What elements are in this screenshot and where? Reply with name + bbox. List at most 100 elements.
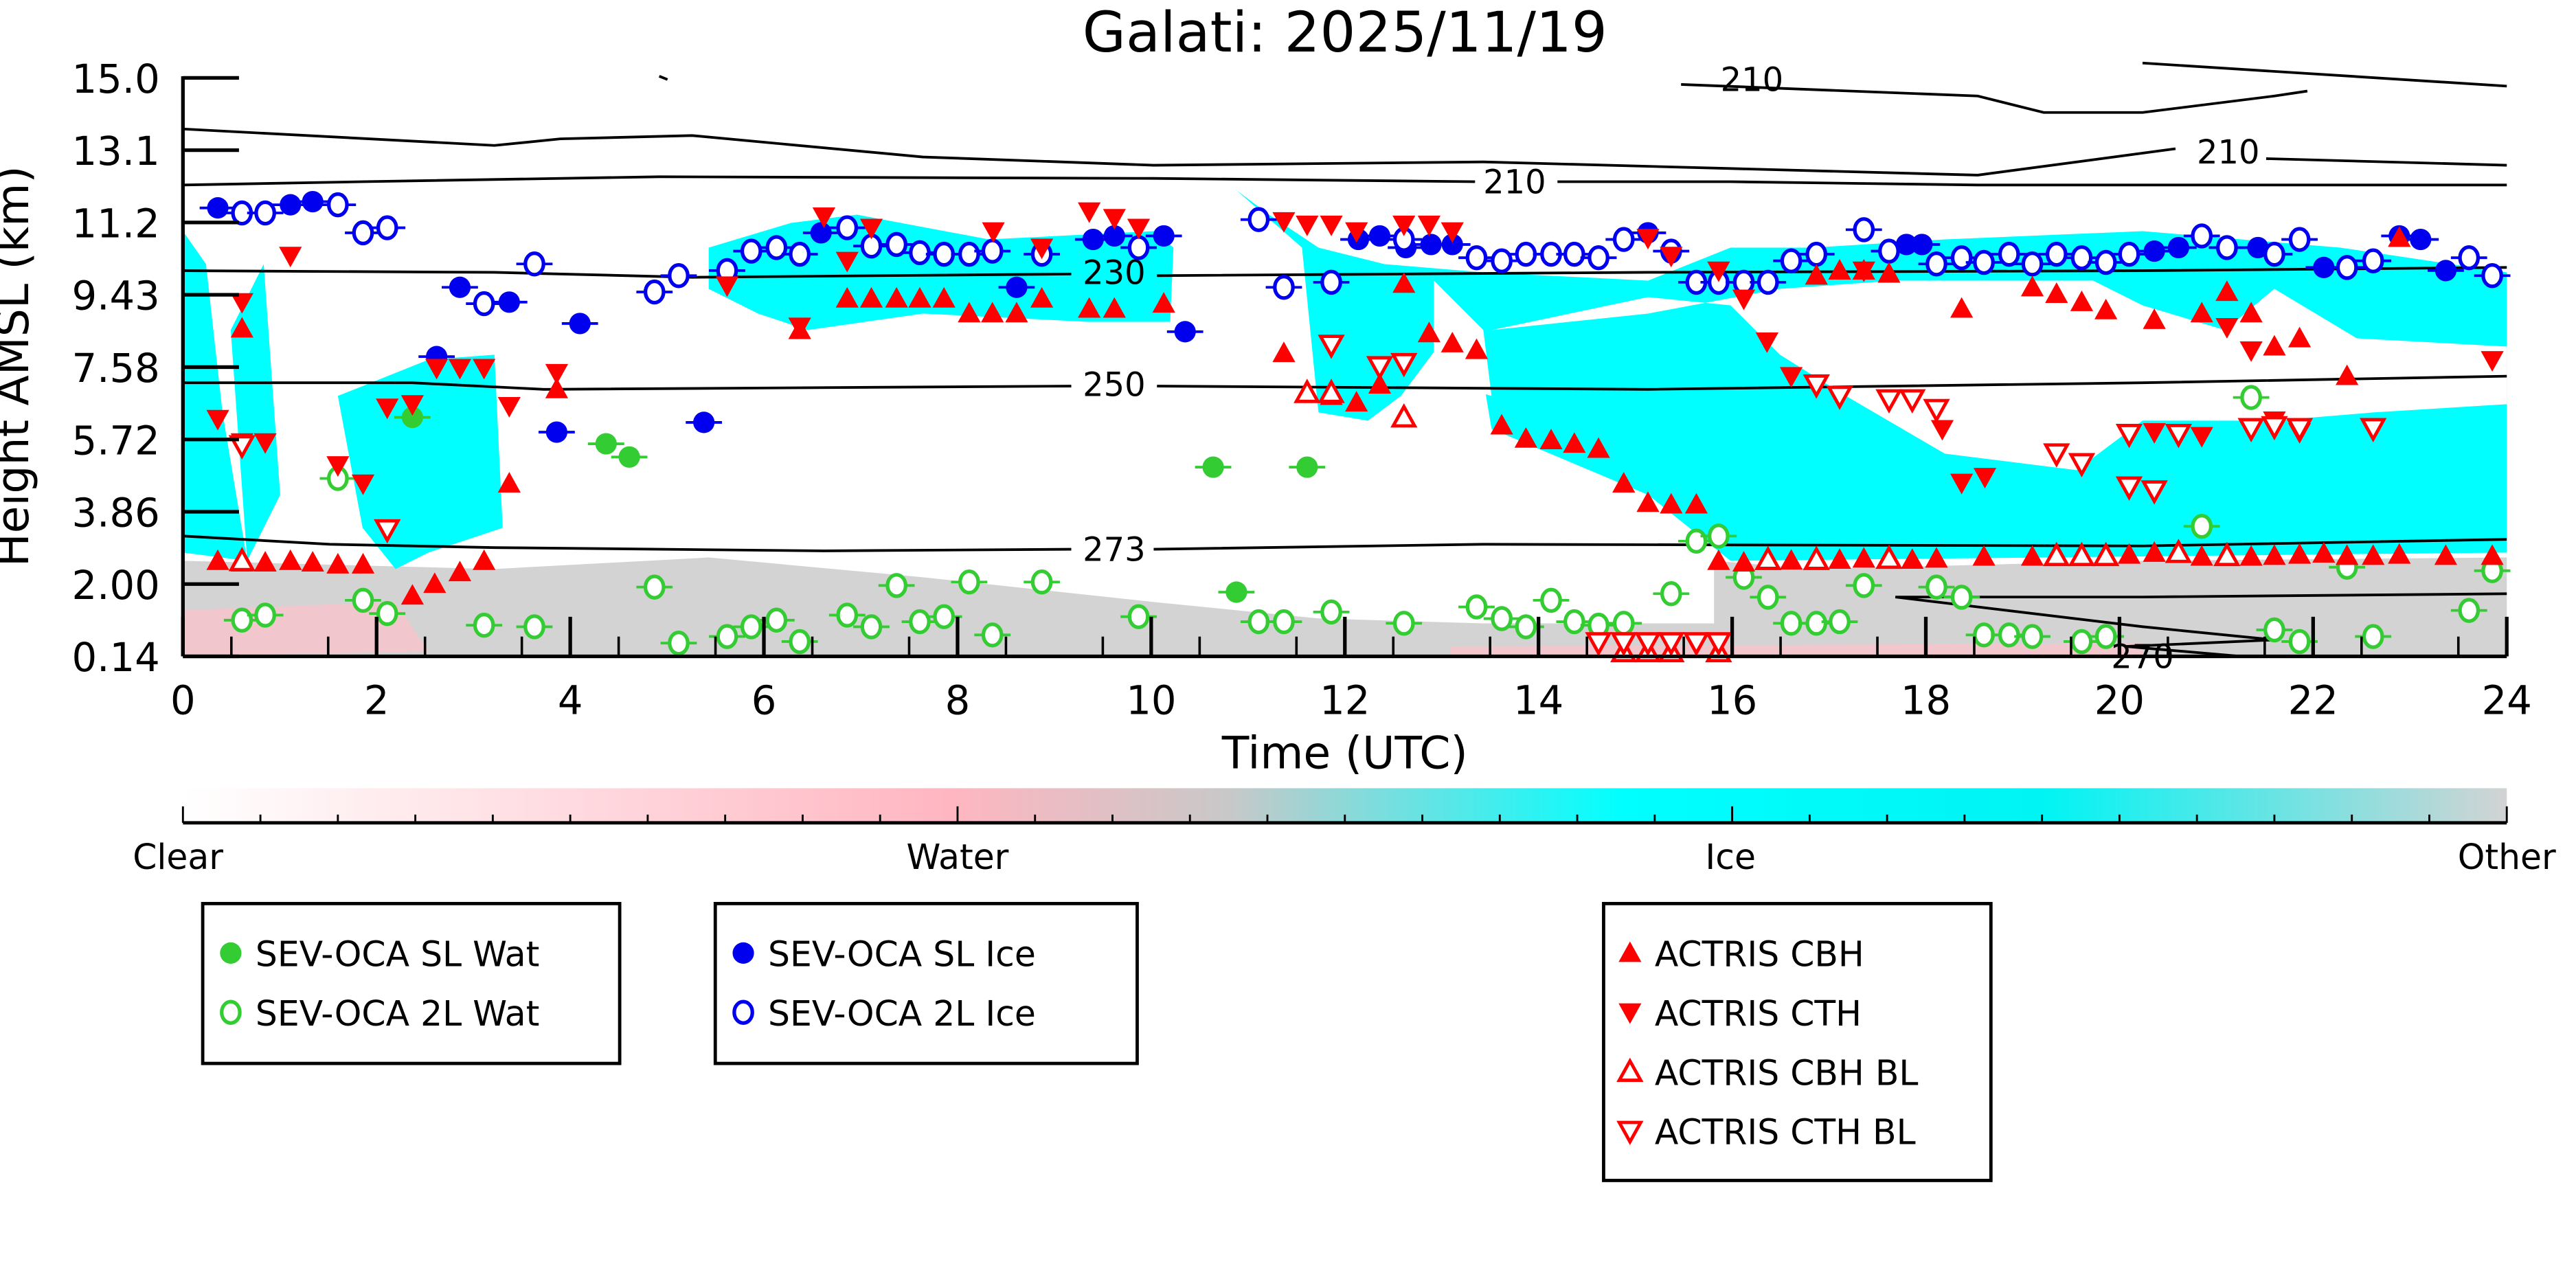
data-point	[1103, 297, 1126, 318]
data-point	[2115, 424, 2143, 449]
data-point	[1610, 632, 1638, 657]
series-actris-cbh-bl	[228, 379, 2241, 663]
data-point	[1103, 225, 1125, 247]
data-point	[1878, 238, 1900, 264]
data-point	[376, 215, 398, 240]
legend-label: ACTRIS CBH BL	[1655, 1052, 1919, 1093]
legend-marker	[220, 942, 242, 964]
data-point	[2094, 249, 2117, 275]
data-point	[2263, 544, 2286, 565]
data-point	[1923, 398, 1950, 424]
data-point	[448, 359, 472, 380]
legend-marker	[1616, 1120, 1644, 1146]
legend-label: SEV-OCA 2L Ice	[768, 993, 1036, 1034]
data-point	[1273, 609, 1295, 635]
data-point	[1660, 493, 1683, 514]
contour-label: 210	[2197, 133, 2260, 172]
data-point	[1563, 241, 1585, 267]
data-point	[2362, 248, 2384, 273]
data-point	[668, 263, 690, 289]
legend-marker	[220, 999, 242, 1025]
data-point	[254, 602, 276, 628]
data-point	[1803, 374, 1830, 399]
data-point	[1296, 215, 1319, 236]
data-point	[1973, 468, 1997, 489]
x-tick-label: 10	[1126, 677, 1176, 723]
data-point	[2481, 263, 2503, 289]
data-point	[2165, 424, 2193, 449]
data-point	[1899, 389, 1926, 414]
contour-label: 210	[1483, 163, 1546, 201]
data-point	[2165, 539, 2193, 563]
data-point	[2068, 541, 2096, 567]
x-tick-label: 24	[2482, 677, 2532, 723]
x-tick-label: 14	[1513, 677, 1563, 723]
x-axis-title: Time (UTC)	[1221, 728, 1468, 780]
data-point	[1368, 373, 1392, 394]
data-point	[497, 397, 521, 418]
data-point	[497, 472, 521, 493]
data-point	[2043, 443, 2070, 468]
data-point	[1950, 297, 1974, 318]
contour-label: 273	[1083, 530, 1146, 569]
data-point	[1911, 234, 1933, 256]
data-point	[835, 251, 859, 273]
data-point	[2240, 385, 2262, 410]
data-point	[1103, 209, 1126, 230]
data-point	[860, 614, 883, 640]
data-point	[2094, 624, 2117, 649]
data-point	[1127, 235, 1150, 260]
data-point	[2239, 545, 2263, 566]
x-tick-label: 22	[2288, 677, 2338, 723]
data-point	[1658, 632, 1685, 657]
data-point	[2070, 629, 2093, 655]
data-point	[740, 614, 762, 640]
data-point	[2481, 544, 2504, 565]
data-point	[836, 215, 859, 240]
data-point	[885, 286, 908, 308]
data-point	[2288, 629, 2311, 655]
data-point	[1660, 581, 1682, 607]
data-point	[2336, 364, 2359, 385]
data-point	[352, 587, 374, 613]
data-point	[1320, 599, 1342, 625]
legend-label: SEV-OCA 2L Wat	[256, 993, 540, 1034]
data-point	[1829, 609, 1851, 635]
data-point	[1345, 222, 1368, 243]
data-point	[2143, 240, 2165, 262]
data-point	[2115, 476, 2143, 501]
data-point	[352, 220, 374, 246]
data-point	[1998, 241, 2020, 267]
data-point	[523, 614, 545, 640]
data-point	[1853, 217, 1875, 242]
series-actris-cbh	[206, 226, 2504, 605]
data-point	[400, 584, 424, 605]
data-point	[885, 573, 907, 598]
legend-water: SEV-OCA SL Wat SEV-OCA 2L Wat	[201, 901, 622, 1065]
data-point	[1563, 609, 1585, 635]
x-tick-label: 6	[752, 677, 777, 723]
data-point	[1030, 286, 1054, 308]
data-point	[668, 630, 690, 656]
data-point	[1972, 545, 1996, 566]
data-point	[1465, 245, 1488, 271]
data-point	[279, 247, 302, 268]
data-point	[448, 561, 472, 582]
data-point	[1368, 225, 1391, 247]
data-point	[1707, 261, 1730, 282]
data-point	[1491, 606, 1513, 631]
data-point	[1318, 379, 1345, 403]
x-tick-label: 2	[364, 677, 389, 723]
data-point	[2070, 290, 2094, 311]
contour-210-b	[183, 127, 2507, 177]
data-point	[2263, 241, 2285, 267]
data-point	[1660, 247, 1683, 268]
data-point	[231, 607, 253, 633]
data-point	[982, 222, 1005, 243]
data-point	[1732, 289, 1756, 310]
data-point	[2021, 624, 2044, 649]
data-point	[206, 549, 229, 570]
data-point	[2020, 545, 2044, 566]
data-point	[1030, 569, 1053, 595]
